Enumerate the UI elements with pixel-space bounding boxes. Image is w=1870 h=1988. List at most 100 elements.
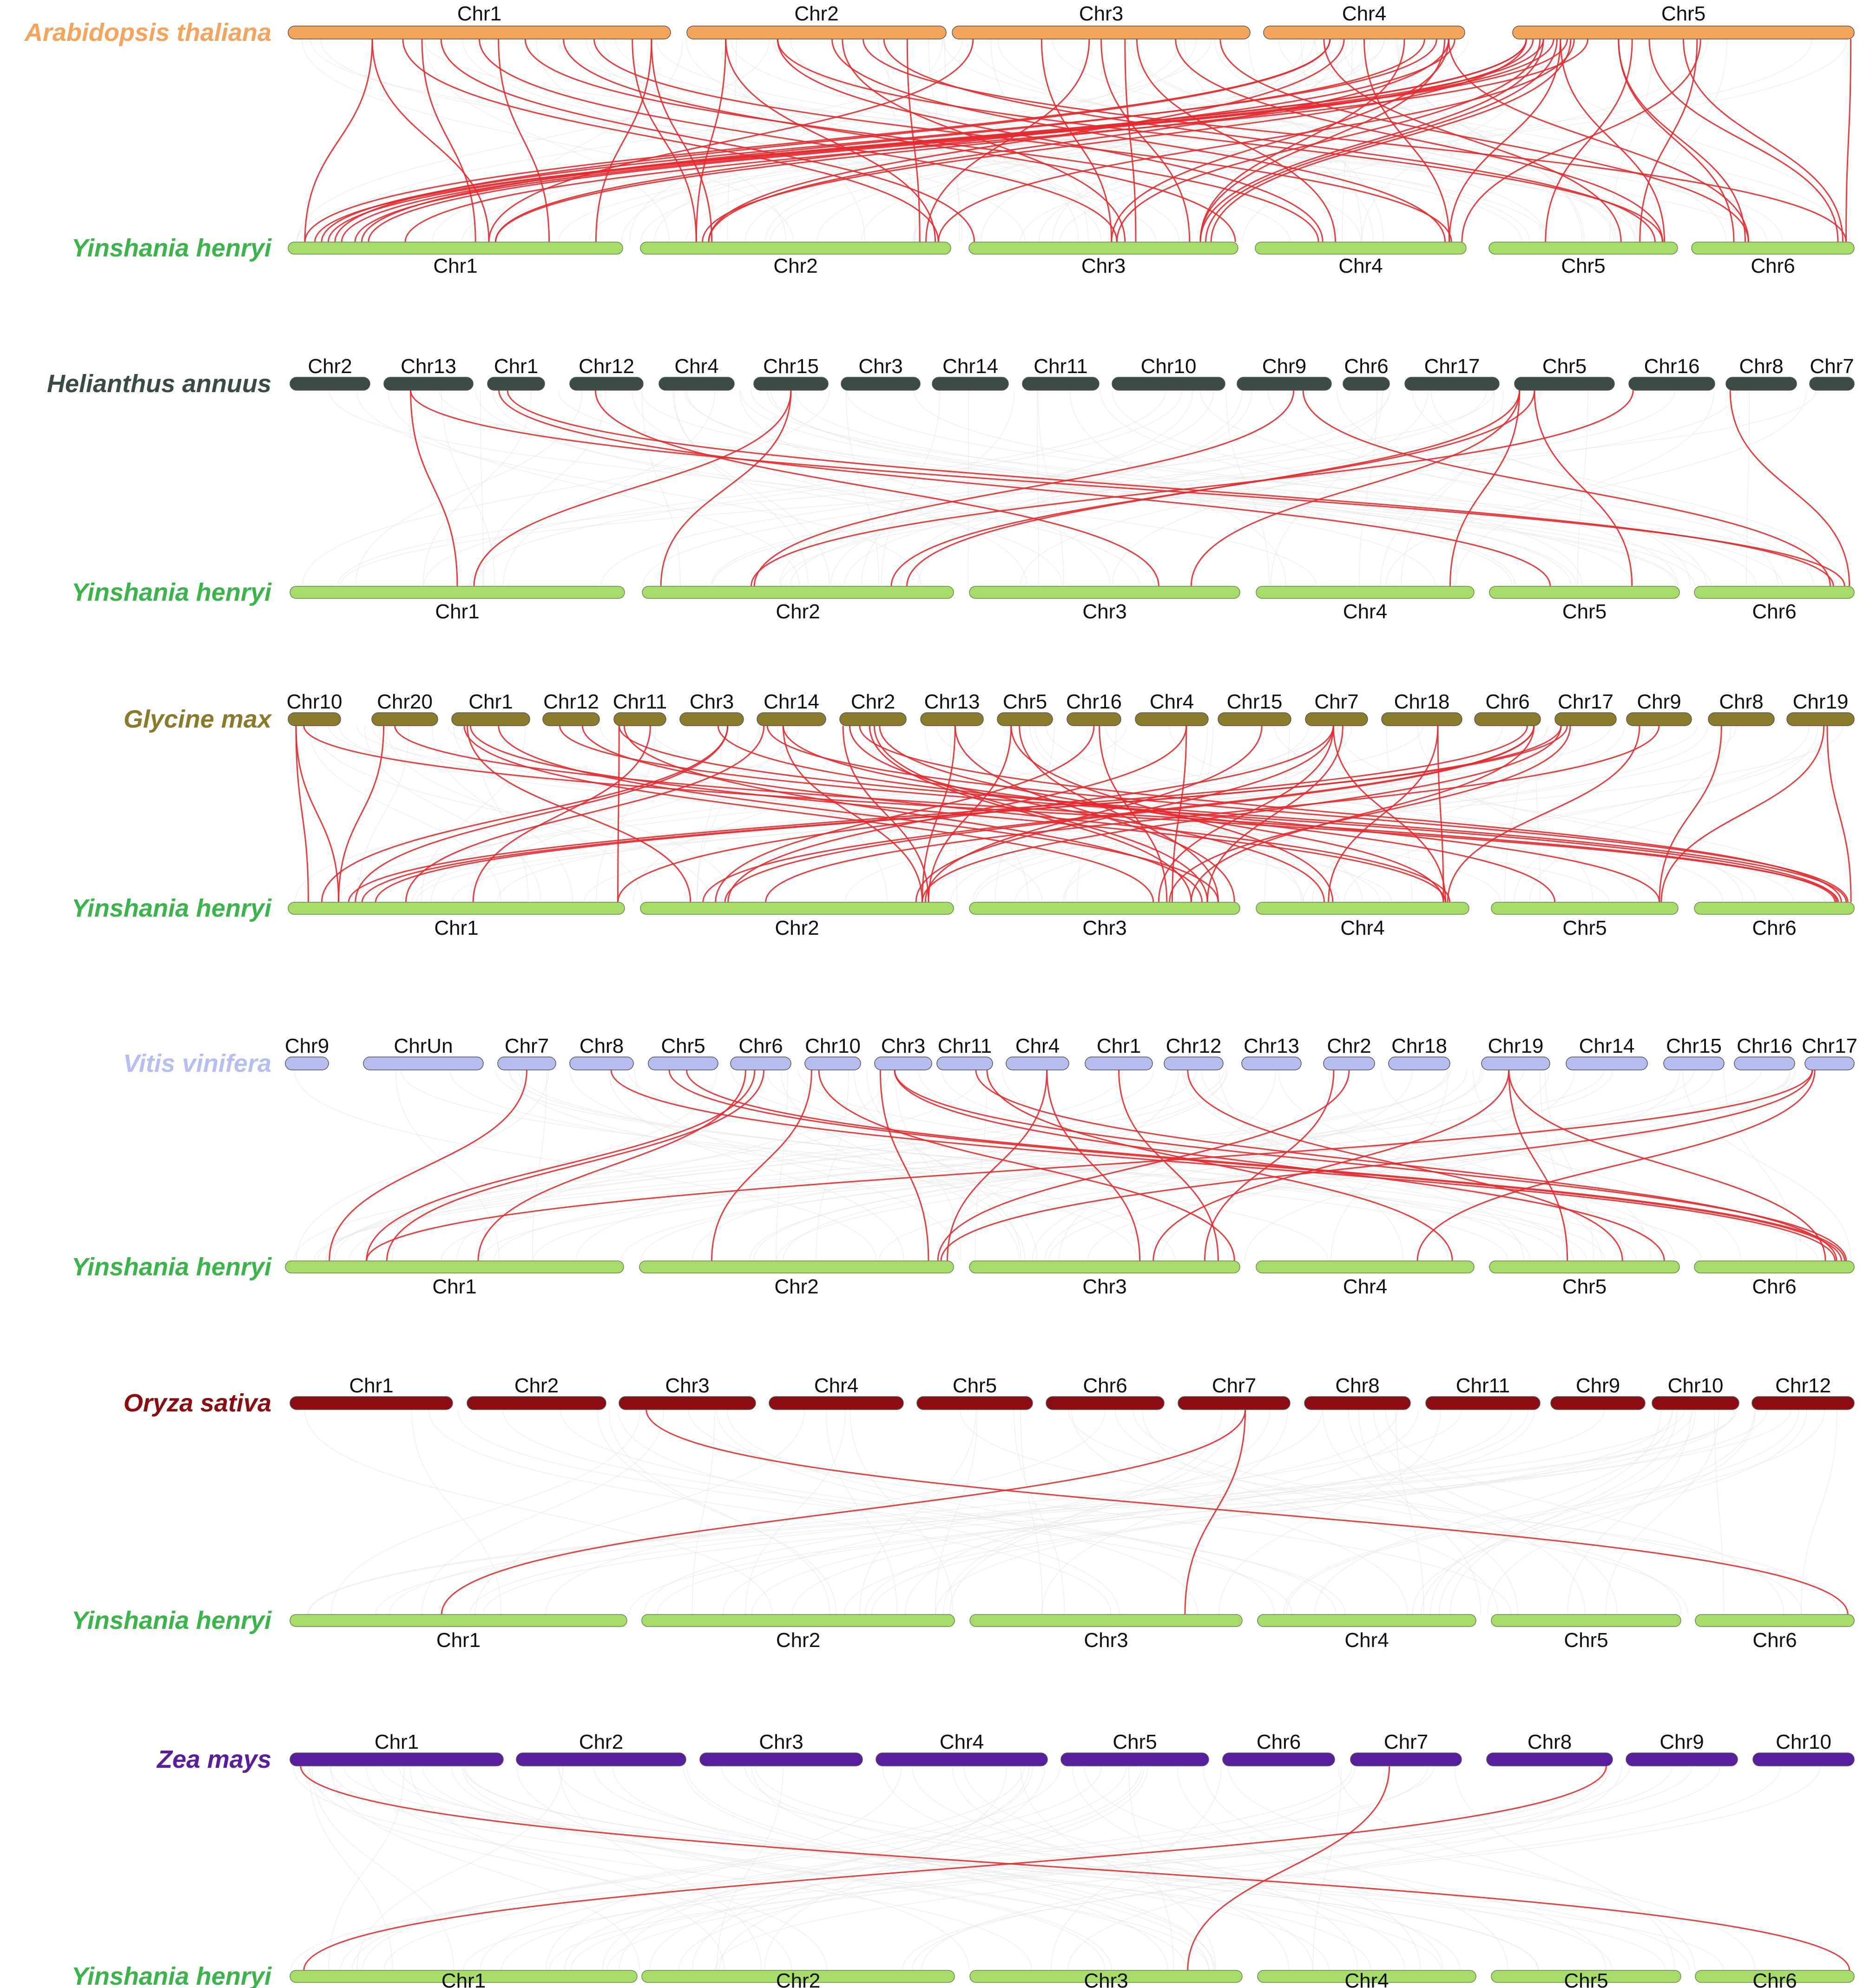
background-link bbox=[1177, 1765, 1421, 1971]
chromosome-label: Chr8 bbox=[1335, 1374, 1379, 1397]
chromosome-bar bbox=[290, 377, 370, 391]
chromosome-label: Chr9 bbox=[1262, 355, 1306, 378]
synteny-link bbox=[883, 39, 1656, 243]
chromosome-bar bbox=[804, 1056, 861, 1070]
synteny-link bbox=[623, 725, 1203, 903]
synteny-link bbox=[473, 390, 792, 587]
background-link bbox=[1052, 39, 1341, 243]
chromosome-label: Chr3 bbox=[665, 1374, 709, 1397]
background-link bbox=[451, 1765, 1106, 1971]
background-link bbox=[373, 725, 985, 903]
synteny-link bbox=[410, 390, 1845, 587]
background-link bbox=[911, 1765, 1405, 1971]
background-link bbox=[1385, 390, 1807, 587]
background-link bbox=[696, 725, 739, 903]
synteny-link bbox=[1175, 39, 1664, 243]
chromosome-label: Chr6 bbox=[738, 1035, 783, 1057]
background-link bbox=[351, 1765, 1060, 1971]
background-link bbox=[935, 1409, 1535, 1615]
chromosome-bar bbox=[516, 1752, 686, 1766]
background-link bbox=[596, 725, 656, 903]
background-link bbox=[535, 39, 787, 243]
chromosome-bar bbox=[363, 1056, 484, 1070]
chromosome-label: Chr5 bbox=[1542, 355, 1587, 378]
chromosome-label: Chr8 bbox=[1739, 355, 1783, 378]
background-link bbox=[1278, 39, 1849, 243]
background-link bbox=[375, 1409, 1737, 1615]
background-link bbox=[1128, 1765, 1174, 1971]
species-block: Chr9 ChrUn Chr7 Chr8 Chr5 Chr6 Chr10 Chr3 Chr11 C… bbox=[72, 1035, 1857, 1298]
chromosome-label: Chr11 bbox=[1034, 355, 1088, 378]
background-link bbox=[1206, 725, 1547, 903]
background-link bbox=[1534, 725, 1541, 903]
synteny-link bbox=[695, 39, 727, 243]
species-block: Chr10 Chr20 Chr1 Chr12 Chr11 Chr3 Chr14 Chr2 Chr… bbox=[72, 690, 1855, 939]
background-link bbox=[422, 1765, 1187, 1971]
chromosome-label: Chr5 bbox=[1562, 1275, 1607, 1298]
background-link bbox=[422, 39, 1752, 243]
chromosome-label: Chr7 bbox=[1314, 690, 1358, 713]
background-link bbox=[1201, 1069, 1675, 1261]
synteny-link bbox=[410, 390, 458, 587]
background-link bbox=[777, 725, 888, 903]
synteny-link bbox=[842, 39, 1126, 243]
chromosome-label: Chr5 bbox=[1562, 600, 1607, 623]
synteny-link bbox=[494, 39, 1534, 243]
chromosome-bar bbox=[1304, 1396, 1411, 1410]
synteny-link bbox=[477, 1069, 746, 1261]
chromosome-label: Chr4 bbox=[1340, 917, 1384, 939]
chromosome-label: Chr10 bbox=[1141, 355, 1197, 378]
background-link bbox=[612, 1765, 1210, 1971]
chromosome-bar bbox=[1425, 1396, 1541, 1410]
synteny-link bbox=[660, 390, 792, 587]
chromosome-label: Chr1 bbox=[457, 2, 501, 25]
background-link bbox=[343, 1765, 1724, 1971]
background-link bbox=[697, 725, 723, 903]
chromosome-bar bbox=[290, 1752, 504, 1766]
background-link bbox=[508, 1069, 1587, 1261]
species-label: Yinshania henryi bbox=[72, 1253, 272, 1281]
background-link bbox=[791, 1409, 1512, 1615]
chromosome-bar bbox=[699, 1752, 863, 1766]
background-link bbox=[386, 725, 643, 903]
background-link bbox=[1386, 725, 1413, 903]
background-link bbox=[1412, 390, 1841, 587]
synteny-link bbox=[1206, 725, 1343, 903]
chromosome-label: Chr12 bbox=[1166, 1035, 1222, 1057]
chromosome-bar bbox=[619, 1396, 756, 1410]
synteny-link bbox=[440, 39, 975, 243]
chromosome-label: Chr13 bbox=[924, 690, 980, 713]
chromosome-label: Chr5 bbox=[1113, 1731, 1157, 1753]
background-link bbox=[797, 1069, 1818, 1261]
chromosome-label: Chr4 bbox=[1150, 690, 1194, 713]
background-link bbox=[1800, 1409, 1837, 1615]
background-link bbox=[960, 1409, 1689, 1615]
background-link bbox=[474, 1409, 805, 1615]
chromosome-label: Chr3 bbox=[1082, 1275, 1126, 1298]
synteny-link bbox=[717, 725, 1660, 903]
background-link bbox=[387, 390, 800, 587]
synteny-link bbox=[1545, 39, 1633, 243]
background-link bbox=[421, 1409, 665, 1615]
synteny-link bbox=[1323, 39, 1622, 243]
chromosome-bar bbox=[290, 1970, 638, 1983]
chromosome-label: Chr6 bbox=[1752, 1275, 1796, 1298]
background-link bbox=[1449, 1409, 1678, 1615]
synteny-link bbox=[632, 39, 697, 243]
background-link bbox=[1037, 390, 1064, 587]
background-link bbox=[1455, 390, 1715, 587]
chromosome-bar bbox=[1725, 377, 1797, 391]
background-link bbox=[1380, 390, 1504, 587]
synteny-link bbox=[1618, 39, 1735, 243]
chromosome-bar bbox=[1006, 1056, 1069, 1070]
background-link bbox=[296, 39, 770, 243]
background-link bbox=[764, 1765, 1007, 1971]
chromosome-label: Chr3 bbox=[690, 690, 734, 713]
chromosome-label: Chr3 bbox=[1084, 1629, 1128, 1652]
chromosome-bar bbox=[1488, 242, 1678, 255]
background-link bbox=[293, 1069, 1124, 1261]
background-link bbox=[1337, 1765, 1696, 1971]
synteny-link bbox=[366, 1069, 1813, 1261]
chromosome-label: Chr4 bbox=[940, 1731, 984, 1753]
synteny-link bbox=[1659, 725, 1722, 903]
